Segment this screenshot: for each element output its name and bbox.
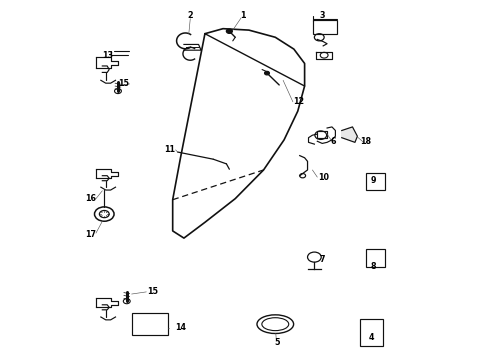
Polygon shape — [342, 127, 357, 142]
Text: 12: 12 — [293, 97, 304, 106]
Text: 10: 10 — [318, 173, 329, 182]
Bar — [314, 20, 337, 34]
Text: 3: 3 — [319, 11, 325, 20]
Text: 8: 8 — [370, 262, 376, 271]
Text: 9: 9 — [370, 176, 376, 185]
Bar — [366, 249, 385, 267]
Text: 1: 1 — [240, 11, 245, 20]
Text: 11: 11 — [164, 145, 175, 154]
Circle shape — [265, 71, 270, 75]
Text: 13: 13 — [102, 51, 113, 60]
Text: 7: 7 — [319, 255, 325, 264]
Text: 2: 2 — [188, 11, 193, 20]
Text: 16: 16 — [86, 194, 97, 203]
Circle shape — [226, 29, 232, 33]
Text: 5: 5 — [274, 338, 279, 347]
Bar — [366, 173, 385, 190]
Text: 15: 15 — [147, 287, 159, 296]
Text: 15: 15 — [118, 80, 129, 89]
Bar — [132, 313, 168, 335]
Text: 4: 4 — [368, 333, 374, 342]
Text: 17: 17 — [86, 230, 97, 239]
Bar — [360, 319, 383, 346]
Text: 6: 6 — [330, 137, 336, 146]
Text: 14: 14 — [175, 323, 186, 332]
Text: 18: 18 — [361, 137, 372, 146]
